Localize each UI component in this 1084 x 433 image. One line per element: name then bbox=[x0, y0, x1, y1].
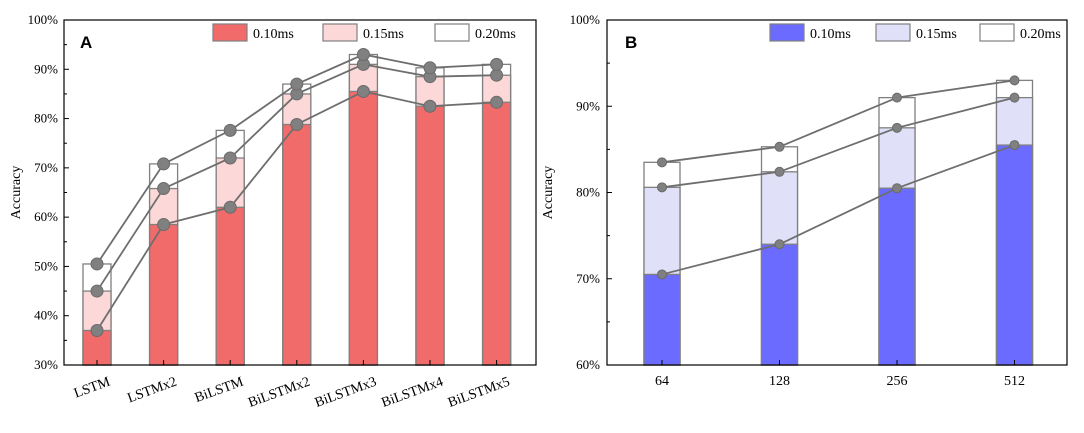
y-axis-label: Accuracy bbox=[541, 166, 556, 220]
y-tick-label: 70% bbox=[576, 271, 600, 286]
x-tick-label: LSTMx2 bbox=[126, 375, 179, 407]
x-tick-label: 64 bbox=[655, 374, 669, 389]
bar-A-0.10ms-BiLSTMx2 bbox=[282, 123, 312, 366]
marker-B-0.10ms-128 bbox=[774, 239, 785, 250]
x-tick-label: 256 bbox=[887, 374, 908, 389]
x-tick-label: BiLSTM bbox=[193, 374, 246, 406]
x-tick-label: BiLSTMx2 bbox=[246, 375, 312, 411]
bar-A-0.10ms-LSTMx2 bbox=[148, 223, 179, 366]
legend-swatch-0.10ms bbox=[212, 23, 248, 42]
y-tick-label: 40% bbox=[34, 308, 58, 323]
x-tick-label: LSTM bbox=[72, 374, 113, 401]
chart-panel-B: 60% 70% 80% 90% 100% 64 128 256 512 Accuracy B 0.10… bbox=[541, 12, 1068, 389]
series-line-B-0.10ms bbox=[661, 144, 1015, 276]
y-tick-label: 70% bbox=[34, 160, 58, 175]
legend-label: 0.10ms bbox=[253, 27, 294, 42]
bar-B-0.10ms-256 bbox=[878, 187, 916, 366]
y-axis-label: Accuracy bbox=[9, 166, 24, 220]
marker-A-0.20ms-LSTM bbox=[90, 257, 104, 271]
legend-label: 0.20ms bbox=[475, 27, 516, 42]
marker-A-0.15ms-LSTM bbox=[90, 284, 104, 298]
marker-A-0.10ms-LSTMx2 bbox=[157, 218, 171, 232]
marker-B-0.15ms-128 bbox=[774, 166, 785, 177]
y-tick-label: 60% bbox=[34, 209, 58, 224]
marker-A-0.10ms-BiLSTMx5 bbox=[490, 95, 504, 109]
marker-B-0.20ms-256 bbox=[892, 92, 902, 103]
y-tick-label: 30% bbox=[34, 357, 58, 372]
bar-A-0.10ms-BiLSTM bbox=[215, 206, 245, 366]
y-tick-label: 90% bbox=[34, 61, 58, 76]
marker-B-0.10ms-64 bbox=[657, 269, 667, 280]
bar-B-0.10ms-64 bbox=[643, 273, 681, 366]
x-tick-label: BiLSTMx4 bbox=[380, 375, 446, 411]
legend-label: 0.10ms bbox=[810, 27, 851, 42]
y-tick-label: 50% bbox=[34, 258, 58, 273]
marker-B-0.20ms-512 bbox=[1009, 75, 1020, 86]
x-tick-label: 128 bbox=[769, 374, 790, 389]
legend-swatch-0.15ms bbox=[322, 23, 358, 42]
marker-A-0.15ms-BiLSTMx5 bbox=[490, 68, 504, 82]
legend-swatch-0.10ms bbox=[769, 23, 805, 42]
bar-A-0.10ms-BiLSTMx4 bbox=[415, 105, 445, 366]
legend-swatch-0.20ms bbox=[434, 23, 470, 42]
marker-B-0.10ms-256 bbox=[892, 183, 902, 194]
y-tick-label: 80% bbox=[34, 111, 58, 126]
y-tick-label: 80% bbox=[576, 185, 600, 200]
marker-A-0.10ms-BiLSTM bbox=[223, 200, 237, 214]
bar-A-0.10ms-BiLSTMx3 bbox=[348, 90, 379, 366]
marker-A-0.20ms-BiLSTMx4 bbox=[423, 61, 437, 75]
legend-swatch-0.15ms bbox=[875, 23, 911, 42]
marker-B-0.20ms-128 bbox=[774, 141, 785, 152]
series-line-B-0.20ms bbox=[661, 79, 1015, 164]
marker-B-0.10ms-512 bbox=[1009, 140, 1020, 151]
marker-A-0.20ms-BiLSTMx2 bbox=[290, 77, 304, 91]
marker-A-0.10ms-LSTM bbox=[90, 324, 104, 337]
panel-label: A bbox=[80, 33, 92, 52]
marker-B-0.15ms-256 bbox=[892, 122, 902, 133]
marker-A-0.10ms-BiLSTMx2 bbox=[290, 117, 304, 131]
y-tick-label: 60% bbox=[576, 357, 600, 372]
bar-B-0.10ms-512 bbox=[995, 144, 1034, 366]
bar-B-0.10ms-128 bbox=[760, 243, 799, 366]
panel-label: B bbox=[625, 33, 637, 52]
bar-A-0.10ms-BiLSTMx5 bbox=[481, 101, 512, 366]
legend-swatch-0.20ms bbox=[979, 23, 1015, 42]
marker-A-0.20ms-LSTMx2 bbox=[157, 157, 171, 171]
marker-B-0.20ms-64 bbox=[657, 157, 667, 168]
marker-A-0.20ms-BiLSTMx3 bbox=[356, 48, 370, 61]
y-tick-label: 90% bbox=[576, 98, 600, 113]
marker-A-0.10ms-BiLSTMx3 bbox=[356, 84, 370, 98]
marker-B-0.15ms-512 bbox=[1009, 92, 1020, 103]
y-tick-label: 100% bbox=[28, 12, 59, 27]
legend-label: 0.20ms bbox=[1020, 27, 1061, 42]
x-tick-label: BiLSTMx3 bbox=[313, 375, 379, 411]
marker-A-0.10ms-BiLSTMx4 bbox=[423, 99, 437, 113]
marker-B-0.15ms-64 bbox=[657, 182, 667, 193]
marker-A-0.20ms-BiLSTM bbox=[223, 123, 237, 137]
legend-label: 0.15ms bbox=[916, 27, 957, 42]
series-line-B-0.15ms bbox=[661, 96, 1015, 189]
chart-panel-A: 30% 40% 50% 60% 70% 80% 90% 100% LSTM LSTMx2 BiLST… bbox=[9, 12, 537, 411]
legend-label: 0.15ms bbox=[363, 27, 404, 42]
x-tick-label: BiLSTMx5 bbox=[446, 375, 512, 411]
y-tick-label: 100% bbox=[570, 12, 601, 27]
marker-A-0.20ms-BiLSTMx5 bbox=[490, 57, 504, 71]
x-tick-label: 512 bbox=[1004, 374, 1025, 389]
marker-A-0.15ms-BiLSTM bbox=[223, 151, 237, 165]
marker-A-0.15ms-LSTMx2 bbox=[157, 182, 171, 196]
